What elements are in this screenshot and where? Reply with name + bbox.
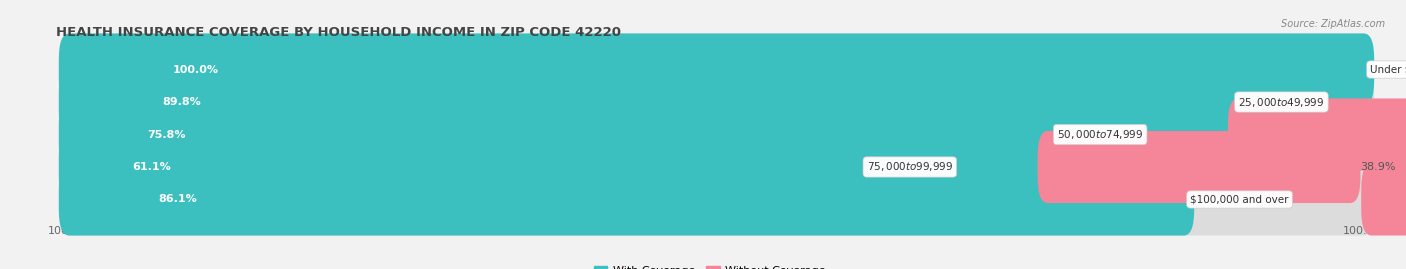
FancyBboxPatch shape bbox=[59, 131, 1374, 203]
FancyBboxPatch shape bbox=[59, 33, 1374, 106]
FancyBboxPatch shape bbox=[1227, 98, 1406, 171]
Text: Source: ZipAtlas.com: Source: ZipAtlas.com bbox=[1281, 19, 1385, 29]
FancyBboxPatch shape bbox=[59, 131, 870, 203]
Text: 75.8%: 75.8% bbox=[148, 129, 186, 140]
Text: $50,000 to $74,999: $50,000 to $74,999 bbox=[1057, 128, 1143, 141]
FancyBboxPatch shape bbox=[59, 98, 1062, 171]
Text: Under $25,000: Under $25,000 bbox=[1371, 65, 1406, 75]
FancyBboxPatch shape bbox=[59, 66, 1374, 138]
FancyBboxPatch shape bbox=[59, 163, 1194, 236]
FancyBboxPatch shape bbox=[59, 163, 1374, 236]
Legend: With Coverage, Without Coverage: With Coverage, Without Coverage bbox=[589, 261, 831, 269]
FancyBboxPatch shape bbox=[1361, 163, 1406, 236]
FancyBboxPatch shape bbox=[59, 66, 1241, 138]
Text: $100,000 and over: $100,000 and over bbox=[1191, 194, 1289, 204]
Text: 61.1%: 61.1% bbox=[132, 162, 172, 172]
Text: $25,000 to $49,999: $25,000 to $49,999 bbox=[1239, 95, 1324, 108]
FancyBboxPatch shape bbox=[59, 98, 1374, 171]
FancyBboxPatch shape bbox=[59, 33, 1374, 106]
FancyBboxPatch shape bbox=[1038, 131, 1361, 203]
Text: HEALTH INSURANCE COVERAGE BY HOUSEHOLD INCOME IN ZIP CODE 42220: HEALTH INSURANCE COVERAGE BY HOUSEHOLD I… bbox=[56, 26, 621, 39]
Text: 38.9%: 38.9% bbox=[1361, 162, 1396, 172]
Text: 100.0%: 100.0% bbox=[173, 65, 219, 75]
Text: $75,000 to $99,999: $75,000 to $99,999 bbox=[866, 161, 953, 174]
Text: 89.8%: 89.8% bbox=[162, 97, 201, 107]
Text: 86.1%: 86.1% bbox=[159, 194, 197, 204]
